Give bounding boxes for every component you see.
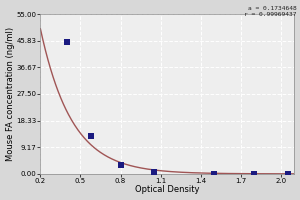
Point: [118, 163, 123, 166]
Text: a = 0.1734648
r = 0.99969437: a = 0.1734648 r = 0.99969437: [244, 6, 297, 17]
Point: [65, 40, 70, 43]
Point: [152, 171, 156, 174]
Point: [252, 172, 257, 175]
Point: [212, 172, 217, 175]
Point: [89, 135, 94, 138]
Y-axis label: Mouse FA concentration (ng/ml): Mouse FA concentration (ng/ml): [6, 27, 15, 161]
Point: [285, 172, 290, 175]
X-axis label: Optical Density: Optical Density: [135, 185, 200, 194]
